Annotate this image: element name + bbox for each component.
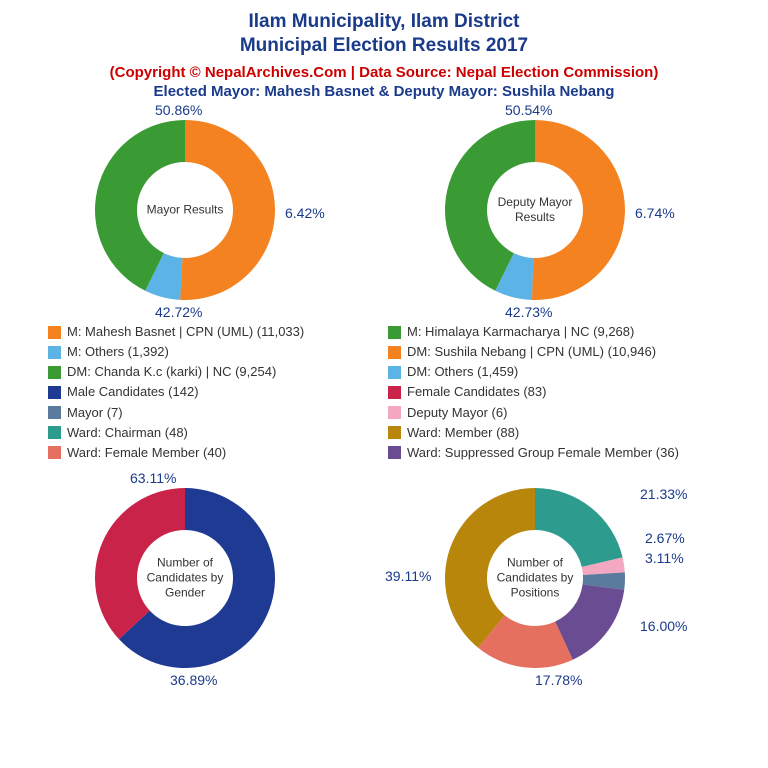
- legend-item: M: Himalaya Karmacharya | NC (9,268): [388, 322, 728, 342]
- legend-swatch: [388, 346, 401, 359]
- legend-item: Ward: Suppressed Group Female Member (36…: [388, 443, 728, 463]
- legend-item: DM: Sushila Nebang | CPN (UML) (10,946): [388, 342, 728, 362]
- legend-text: Female Candidates (83): [407, 382, 546, 402]
- legend-swatch: [48, 326, 61, 339]
- copyright-line: (Copyright © NepalArchives.Com | Data So…: [0, 64, 768, 81]
- pct-deputy-1: 6.74%: [635, 205, 675, 221]
- legend-item: M: Others (1,392): [48, 342, 388, 362]
- pct-mayor-0: 50.86%: [155, 102, 202, 118]
- elected-line: Elected Mayor: Mahesh Basnet & Deputy Ma…: [0, 83, 768, 100]
- center-label-positions: Number of Candidates by Positions: [490, 555, 580, 600]
- legend-swatch: [388, 326, 401, 339]
- center-label-deputy: Deputy Mayor Results: [490, 195, 580, 225]
- legend-swatch: [48, 426, 61, 439]
- legend-row: DM: Chanda K.c (karki) | NC (9,254) DM: O…: [48, 362, 728, 382]
- legend-item: M: Mahesh Basnet | CPN (UML) (11,033): [48, 322, 388, 342]
- legend-swatch: [48, 446, 61, 459]
- legend-swatch: [388, 446, 401, 459]
- legend-item: Ward: Member (88): [388, 423, 728, 443]
- legend-text: Deputy Mayor (6): [407, 403, 507, 423]
- center-label-mayor: Mayor Results: [140, 202, 230, 217]
- pct-mayor-1: 6.42%: [285, 205, 325, 221]
- legend-row: Ward: Female Member (40) Ward: Suppressed…: [48, 443, 728, 463]
- legend-text: Ward: Member (88): [407, 423, 519, 443]
- legend-row: Mayor (7) Deputy Mayor (6): [48, 403, 728, 423]
- chart-gender: Number of Candidates by Gender 63.11% 36…: [95, 488, 275, 668]
- legend-text: Male Candidates (142): [67, 382, 199, 402]
- chart-positions: Number of Candidates by Positions 21.33%…: [445, 488, 625, 668]
- legend-swatch: [388, 386, 401, 399]
- header: Ilam Municipality, Ilam District Municip…: [0, 0, 768, 100]
- legend-text: DM: Chanda K.c (karki) | NC (9,254): [67, 362, 276, 382]
- legend-text: Mayor (7): [67, 403, 123, 423]
- legend-text: Ward: Female Member (40): [67, 443, 226, 463]
- legend-text: DM: Others (1,459): [407, 362, 518, 382]
- pct-gender-0: 63.11%: [130, 470, 176, 486]
- pct-deputy-2: 42.73%: [505, 304, 552, 320]
- legend-text: Ward: Chairman (48): [67, 423, 188, 443]
- legend-row: M: Mahesh Basnet | CPN (UML) (11,033) M: …: [48, 322, 728, 342]
- center-label-gender: Number of Candidates by Gender: [140, 555, 230, 600]
- legend-text: M: Himalaya Karmacharya | NC (9,268): [407, 322, 634, 342]
- legend-swatch: [388, 366, 401, 379]
- pct-pos-3: 16.00%: [640, 618, 687, 634]
- title-line2: Municipal Election Results 2017: [0, 34, 768, 58]
- legend-swatch: [388, 426, 401, 439]
- pct-pos-1: 2.67%: [645, 530, 685, 546]
- pct-mayor-2: 42.72%: [155, 304, 202, 320]
- pct-pos-4: 17.78%: [535, 672, 582, 688]
- pct-pos-5: 39.11%: [385, 568, 431, 584]
- legend-item: Male Candidates (142): [48, 382, 388, 402]
- legend-item: Female Candidates (83): [388, 382, 728, 402]
- legend-text: M: Others (1,392): [67, 342, 169, 362]
- pct-gender-1: 36.89%: [170, 672, 217, 688]
- legend-item: Ward: Female Member (40): [48, 443, 388, 463]
- legend-item: DM: Others (1,459): [388, 362, 728, 382]
- legend-swatch: [48, 386, 61, 399]
- legend-item: Mayor (7): [48, 403, 388, 423]
- pct-deputy-0: 50.54%: [505, 102, 552, 118]
- pct-pos-2: 3.11%: [645, 550, 684, 566]
- legend-swatch: [388, 406, 401, 419]
- legend-text: M: Mahesh Basnet | CPN (UML) (11,033): [67, 322, 304, 342]
- legend-text: DM: Sushila Nebang | CPN (UML) (10,946): [407, 342, 656, 362]
- legend-text: Ward: Suppressed Group Female Member (36…: [407, 443, 679, 463]
- legend-row: Male Candidates (142) Female Candidates (…: [48, 382, 728, 402]
- legend-swatch: [48, 406, 61, 419]
- legend-item: Ward: Chairman (48): [48, 423, 388, 443]
- legend-item: DM: Chanda K.c (karki) | NC (9,254): [48, 362, 388, 382]
- chart-mayor: Mayor Results 50.86% 6.42% 42.72%: [95, 120, 275, 300]
- legend-swatch: [48, 366, 61, 379]
- title-line1: Ilam Municipality, Ilam District: [0, 10, 768, 34]
- legend-row: M: Others (1,392) DM: Sushila Nebang | CP…: [48, 342, 728, 362]
- legend-item: Deputy Mayor (6): [388, 403, 728, 423]
- pct-pos-0: 21.33%: [640, 486, 687, 502]
- legend-swatch: [48, 346, 61, 359]
- legend: M: Mahesh Basnet | CPN (UML) (11,033)M: …: [48, 322, 728, 463]
- legend-row: Ward: Chairman (48) Ward: Member (88): [48, 423, 728, 443]
- chart-deputy: Deputy Mayor Results 50.54% 6.74% 42.73%: [445, 120, 625, 300]
